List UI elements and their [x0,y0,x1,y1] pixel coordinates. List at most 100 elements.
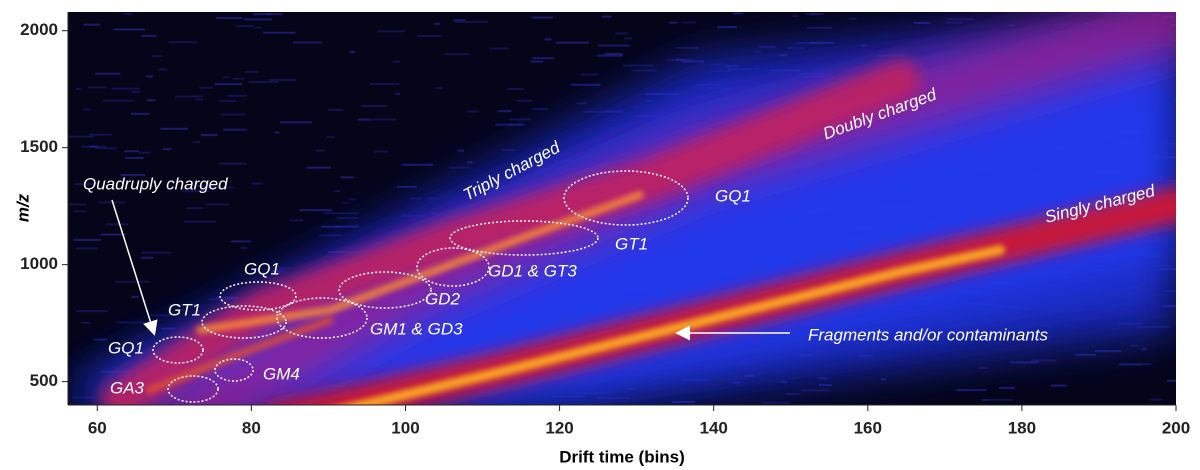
annotation: GM4 [263,364,300,383]
noise [216,296,239,299]
noise [1075,353,1096,356]
noise [495,123,525,126]
noise [362,118,396,121]
region-outline [167,375,219,403]
noise [402,163,434,166]
annotation: GQ1 [244,259,280,278]
noise [168,41,198,44]
noise [80,321,91,324]
noise [83,23,101,26]
noise [146,99,156,102]
noise [999,386,1016,389]
region-outline [563,170,689,226]
noise [218,162,247,165]
noise [780,381,788,384]
noise [105,223,129,226]
noise [206,203,229,206]
annotation: GD1 & GT3 [488,261,577,280]
noise [334,225,359,228]
heatmap [68,12,1176,405]
noise [360,105,387,108]
noise [676,58,686,61]
noise [68,203,86,206]
noise [448,166,470,169]
noise [271,270,283,273]
noise [532,57,554,60]
noise [793,15,798,18]
noise [340,176,354,179]
noise [681,60,705,63]
noise [150,314,175,317]
noise [1174,98,1176,101]
x-tick-label: 160 [854,418,882,437]
noise [254,26,262,29]
noise [580,73,600,76]
y-tick-label: 500 [30,371,58,390]
noise [327,108,344,111]
noise [349,50,356,53]
noise [733,12,743,15]
noise [140,256,154,259]
noise [146,75,153,78]
noise [216,17,243,20]
noise [395,92,400,95]
noise [201,186,235,189]
y-tick-label: 1500 [20,137,58,156]
noise [530,60,543,63]
noise [532,108,548,111]
noise [501,149,516,152]
x-tick-label: 80 [242,418,261,437]
noise [131,295,139,298]
noise [220,113,246,116]
noise [218,99,237,102]
noise [1010,361,1039,364]
noise [162,148,172,151]
noise [319,234,342,237]
annotation: GT1 [168,300,201,319]
noise [1140,363,1152,366]
region-outline [338,271,432,309]
noise [182,190,210,193]
noise [115,321,150,324]
noise [377,30,405,33]
noise [800,389,830,392]
noise [602,15,612,18]
noise [555,41,589,44]
noise [604,52,623,55]
x-tick-label: 180 [1008,418,1036,437]
noise [160,327,176,330]
annotation: GM1 & GD3 [370,319,463,338]
annotation: GA3 [110,378,145,397]
arrow [111,199,158,336]
region-outline [201,305,287,339]
noise [570,83,601,86]
noise [397,185,417,188]
noise [348,198,356,201]
noise [805,13,824,16]
noise [192,140,200,143]
noise [95,72,121,75]
noise [279,121,312,124]
x-tick-label: 200 [1162,418,1190,437]
noise [457,149,465,152]
noise [981,398,987,401]
noise [544,38,552,41]
noise [75,310,109,313]
noise [1050,384,1067,387]
noise [914,22,931,25]
noise [818,384,832,387]
noise [1118,363,1141,366]
noise [759,45,776,48]
noise [274,268,287,271]
noise [946,18,975,21]
noise [1009,24,1015,27]
noise [113,28,146,31]
noise [622,64,654,67]
noise [978,366,988,369]
x-axis-label: Drift time (bins) [559,447,685,466]
band [100,60,920,405]
noise [115,280,150,283]
noise [152,55,162,58]
noise [97,201,127,204]
noise [1167,379,1176,382]
